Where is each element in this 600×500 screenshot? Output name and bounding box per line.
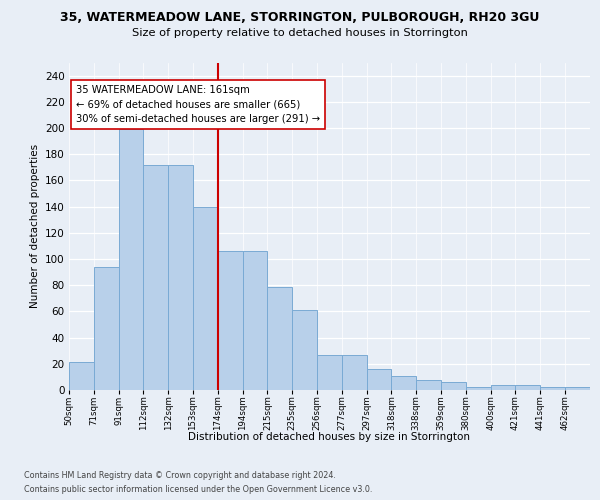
Bar	[317, 354, 342, 390]
Bar	[491, 385, 515, 390]
Bar	[391, 376, 416, 390]
Bar	[193, 206, 218, 390]
Bar	[242, 251, 268, 390]
Bar	[218, 251, 242, 390]
Text: 35 WATERMEADOW LANE: 161sqm
← 69% of detached houses are smaller (665)
30% of se: 35 WATERMEADOW LANE: 161sqm ← 69% of det…	[76, 85, 320, 124]
Bar	[367, 369, 391, 390]
Bar	[119, 130, 143, 390]
Text: Distribution of detached houses by size in Storrington: Distribution of detached houses by size …	[188, 432, 470, 442]
Text: Contains HM Land Registry data © Crown copyright and database right 2024.: Contains HM Land Registry data © Crown c…	[24, 471, 336, 480]
Bar	[168, 164, 193, 390]
Bar	[416, 380, 441, 390]
Bar	[94, 267, 119, 390]
Text: Size of property relative to detached houses in Storrington: Size of property relative to detached ho…	[132, 28, 468, 38]
Text: 35, WATERMEADOW LANE, STORRINGTON, PULBOROUGH, RH20 3GU: 35, WATERMEADOW LANE, STORRINGTON, PULBO…	[61, 11, 539, 24]
Bar	[515, 385, 540, 390]
Bar	[565, 388, 590, 390]
Bar	[342, 354, 367, 390]
Bar	[466, 388, 491, 390]
Bar	[441, 382, 466, 390]
Y-axis label: Number of detached properties: Number of detached properties	[29, 144, 40, 308]
Bar	[268, 286, 292, 390]
Bar	[143, 164, 168, 390]
Bar	[292, 310, 317, 390]
Bar	[540, 388, 565, 390]
Bar	[69, 362, 94, 390]
Text: Contains public sector information licensed under the Open Government Licence v3: Contains public sector information licen…	[24, 485, 373, 494]
